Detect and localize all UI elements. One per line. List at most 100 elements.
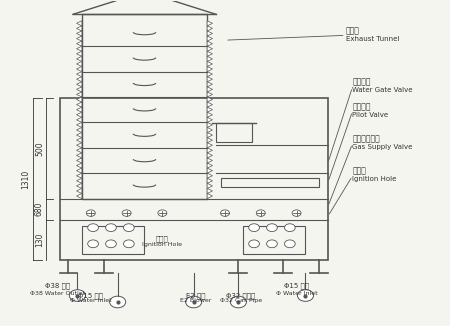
Polygon shape xyxy=(76,51,82,56)
Polygon shape xyxy=(207,132,212,138)
Polygon shape xyxy=(207,188,212,194)
Polygon shape xyxy=(76,26,82,31)
Polygon shape xyxy=(76,168,82,173)
Polygon shape xyxy=(76,97,82,102)
Polygon shape xyxy=(76,143,82,148)
Circle shape xyxy=(230,296,247,308)
Polygon shape xyxy=(207,138,212,143)
Polygon shape xyxy=(207,71,212,77)
Polygon shape xyxy=(76,82,82,87)
Polygon shape xyxy=(76,107,82,112)
Circle shape xyxy=(122,210,131,216)
Polygon shape xyxy=(207,51,212,56)
Circle shape xyxy=(123,240,134,248)
Polygon shape xyxy=(76,188,82,194)
Text: Water Gate Valve: Water Gate Valve xyxy=(352,87,413,93)
Polygon shape xyxy=(76,163,82,168)
Polygon shape xyxy=(207,173,212,178)
Polygon shape xyxy=(207,67,212,72)
Circle shape xyxy=(123,224,134,231)
Circle shape xyxy=(249,240,260,248)
Polygon shape xyxy=(76,178,82,183)
Polygon shape xyxy=(76,112,82,117)
Polygon shape xyxy=(76,138,82,143)
Polygon shape xyxy=(207,178,212,183)
Polygon shape xyxy=(207,148,212,153)
Text: Φ32 给气位: Φ32 给气位 xyxy=(226,292,255,299)
Polygon shape xyxy=(207,107,212,112)
Polygon shape xyxy=(76,41,82,46)
Circle shape xyxy=(284,224,295,231)
Polygon shape xyxy=(76,61,82,67)
Text: Gas Supply Valve: Gas Supply Valve xyxy=(352,144,413,150)
Text: 500: 500 xyxy=(35,141,44,156)
Text: E2 风机: E2 风机 xyxy=(186,292,206,299)
Circle shape xyxy=(284,240,295,248)
Polygon shape xyxy=(76,127,82,133)
Circle shape xyxy=(69,290,86,301)
Polygon shape xyxy=(76,148,82,153)
Text: Φ Water Inlet: Φ Water Inlet xyxy=(276,291,317,296)
Polygon shape xyxy=(207,46,212,51)
Polygon shape xyxy=(76,183,82,188)
Polygon shape xyxy=(207,92,212,97)
Polygon shape xyxy=(76,173,82,178)
Text: 风气运动开关: 风气运动开关 xyxy=(352,134,380,143)
Polygon shape xyxy=(76,158,82,163)
Text: Φ38 去水: Φ38 去水 xyxy=(45,283,70,289)
Polygon shape xyxy=(76,153,82,158)
Text: 排烟口: 排烟口 xyxy=(346,26,360,35)
Circle shape xyxy=(158,210,167,216)
Circle shape xyxy=(220,210,230,216)
Text: Ignition Hole: Ignition Hole xyxy=(352,175,397,182)
Polygon shape xyxy=(207,102,212,107)
Text: 点火棒: 点火棒 xyxy=(156,236,169,242)
Text: Ignition Hole: Ignition Hole xyxy=(142,242,182,247)
Polygon shape xyxy=(207,26,212,31)
Polygon shape xyxy=(76,193,82,199)
Text: Φ32 Gas Pipe: Φ32 Gas Pipe xyxy=(220,298,262,303)
Text: 680: 680 xyxy=(35,202,44,216)
Polygon shape xyxy=(207,41,212,46)
Polygon shape xyxy=(207,56,212,62)
Polygon shape xyxy=(76,46,82,51)
Polygon shape xyxy=(76,31,82,36)
Polygon shape xyxy=(207,97,212,102)
Polygon shape xyxy=(207,193,212,199)
Circle shape xyxy=(249,224,260,231)
Text: E2 Blower: E2 Blower xyxy=(180,298,212,303)
Circle shape xyxy=(292,210,301,216)
Polygon shape xyxy=(76,67,82,72)
Polygon shape xyxy=(76,36,82,41)
Polygon shape xyxy=(207,127,212,133)
Circle shape xyxy=(256,210,265,216)
Polygon shape xyxy=(76,21,82,26)
Circle shape xyxy=(266,224,277,231)
Polygon shape xyxy=(76,77,82,82)
Polygon shape xyxy=(207,61,212,67)
Polygon shape xyxy=(76,56,82,62)
Circle shape xyxy=(110,296,126,308)
Text: Φ38 Water Outlet: Φ38 Water Outlet xyxy=(30,291,85,296)
Text: Exhaust Tunnel: Exhaust Tunnel xyxy=(346,36,399,41)
Text: Φ15 上水: Φ15 上水 xyxy=(78,292,104,299)
Text: 1310: 1310 xyxy=(22,170,31,189)
Polygon shape xyxy=(207,36,212,41)
Text: Φ15 上水: Φ15 上水 xyxy=(284,283,309,289)
Polygon shape xyxy=(207,163,212,168)
Circle shape xyxy=(106,224,116,231)
Polygon shape xyxy=(207,143,212,148)
Polygon shape xyxy=(207,158,212,163)
Circle shape xyxy=(297,290,314,301)
Text: 觑火孔: 觑火孔 xyxy=(352,167,366,176)
Polygon shape xyxy=(207,117,212,122)
Text: Φ Water Inlet: Φ Water Inlet xyxy=(70,298,112,303)
Text: 130: 130 xyxy=(35,232,44,247)
Circle shape xyxy=(86,210,95,216)
Polygon shape xyxy=(207,183,212,188)
Polygon shape xyxy=(76,122,82,127)
Polygon shape xyxy=(76,92,82,97)
Polygon shape xyxy=(207,31,212,36)
Polygon shape xyxy=(207,87,212,92)
Circle shape xyxy=(88,240,99,248)
